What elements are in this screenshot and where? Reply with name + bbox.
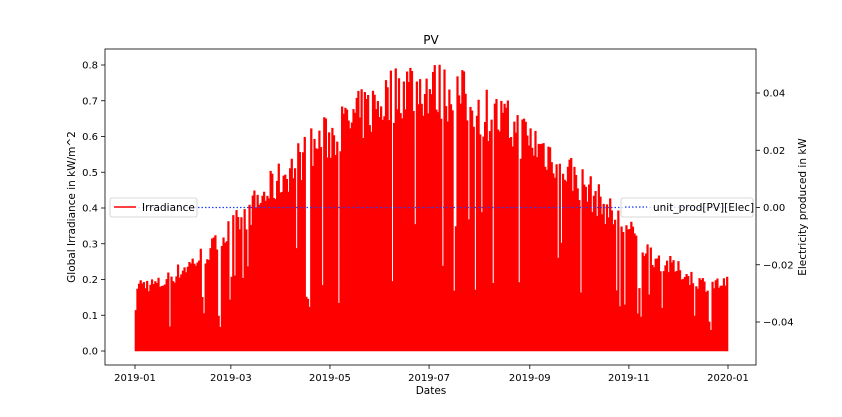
left-y-tick-label: 0.4 (82, 204, 98, 215)
x-axis-label: Dates (416, 385, 447, 397)
legend-irradiance: Irradiance (109, 197, 198, 218)
right-y-axis-ticks: −0.04 −0.02 0.00 0.02 0.04 (756, 89, 794, 329)
right-y-axis-label: Electricity produced in kW (797, 138, 809, 276)
left-y-tick-label: 0.2 (82, 275, 98, 286)
left-y-tick-label: 0.1 (82, 311, 98, 322)
legend-irradiance-label: Irradiance (142, 202, 195, 214)
left-y-axis-ticks: 0.0 0.1 0.2 0.3 0.4 0.5 0.6 0.7 0.8 (82, 61, 105, 358)
x-tick-label: 2019-11 (608, 373, 650, 384)
left-y-tick-label: 0.6 (82, 132, 98, 143)
left-y-tick-label: 0.7 (82, 96, 98, 107)
left-y-tick-label: 0.8 (82, 61, 98, 72)
plot-frame (104, 48, 757, 366)
left-y-tick-label: 0.0 (82, 347, 98, 358)
right-y-tick-label: −0.02 (763, 260, 794, 271)
right-y-tick-label: −0.04 (763, 318, 794, 329)
right-y-tick-label: 0.00 (763, 203, 785, 214)
irradiance-area-path (134, 64, 729, 352)
legend-production: unit_prod[PV][Elec] (620, 197, 754, 218)
x-tick-label: 2020-01 (707, 373, 749, 384)
x-tick-label: 2019-05 (309, 373, 351, 384)
left-y-axis-label: Global Irradiance in kW/m^2 (66, 131, 78, 283)
left-y-tick-label: 0.3 (82, 239, 98, 250)
x-tick-label: 2019-01 (114, 373, 156, 384)
x-tick-label: 2019-09 (509, 373, 551, 384)
x-axis-ticks: 2019-01 2019-03 2019-05 2019-07 2019-09 2019-… (114, 365, 749, 384)
x-tick-label: 2019-03 (210, 373, 252, 384)
legend-production-label: unit_prod[PV][Elec] (653, 202, 754, 214)
right-y-tick-label: 0.02 (763, 146, 785, 157)
x-tick-label: 2019-07 (408, 373, 450, 384)
irradiance-series (134, 64, 729, 352)
chart-title: PV (423, 33, 439, 47)
left-y-tick-label: 0.5 (82, 168, 98, 179)
right-y-tick-label: 0.04 (763, 89, 785, 100)
